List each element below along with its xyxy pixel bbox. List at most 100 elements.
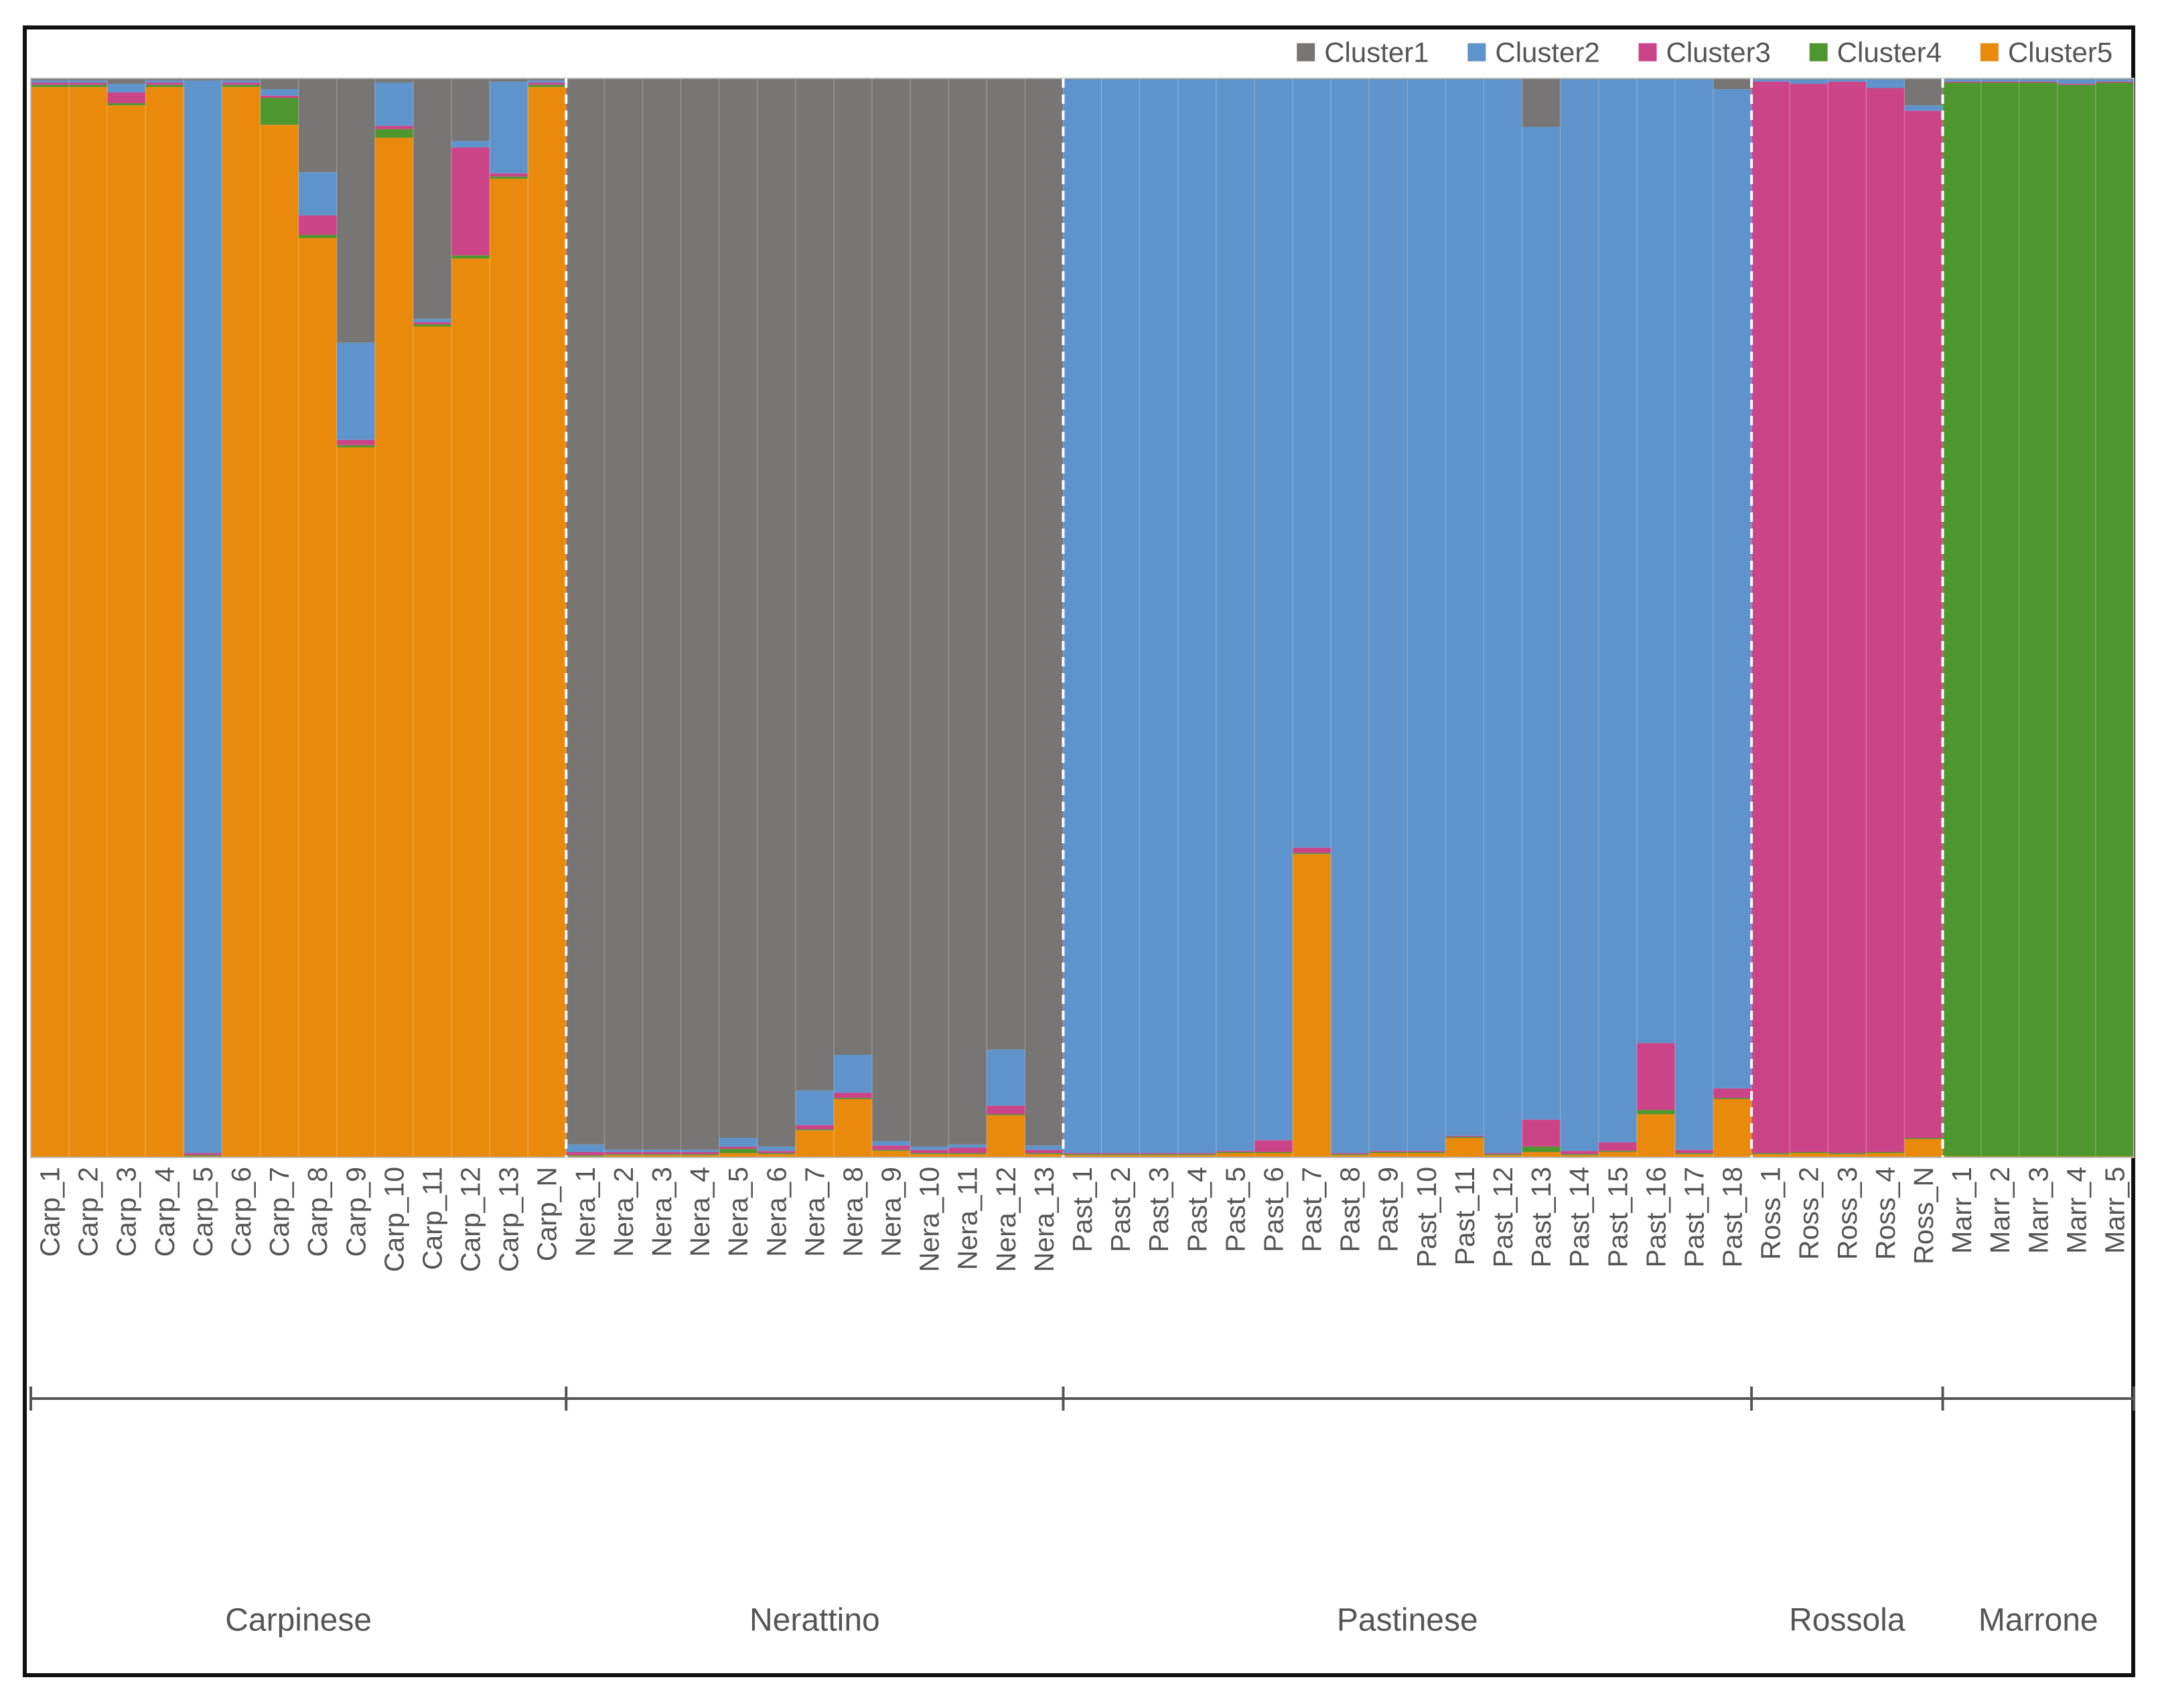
bar-past-14-cluster2 bbox=[1560, 79, 1599, 1151]
bar-carp-1-cluster5 bbox=[31, 86, 70, 1157]
sample-label-past-5: Past_5 bbox=[1220, 1167, 1250, 1253]
bar-past-12-cluster5 bbox=[1484, 1155, 1522, 1157]
sample-label-nera-13: Nera_13 bbox=[1029, 1167, 1060, 1272]
bar-carp-3-cluster1 bbox=[107, 78, 146, 84]
sample-label-marr-5: Marr_5 bbox=[2099, 1167, 2130, 1254]
bar-past-14-cluster4 bbox=[1560, 1154, 1599, 1155]
bar-nera-6-cluster5 bbox=[757, 1154, 796, 1157]
bar-carp-6-cluster4 bbox=[222, 84, 261, 87]
bar-carp-4-cluster4 bbox=[145, 84, 184, 87]
bar-ross-1-cluster4 bbox=[1751, 1153, 1790, 1155]
bar-carp-n-cluster5 bbox=[528, 86, 567, 1157]
bar-past-4-cluster3 bbox=[1177, 1153, 1217, 1155]
bar-nera-1-cluster1 bbox=[566, 78, 605, 1145]
bar-carp-9-cluster3 bbox=[336, 439, 376, 445]
bar-carp-8-cluster5 bbox=[298, 238, 338, 1158]
plot-border bbox=[30, 78, 2135, 1158]
group-label-rossola: Rossola bbox=[1789, 1603, 1905, 1638]
bar-nera-5-cluster1 bbox=[719, 78, 758, 1138]
bar-nera-11-cluster5 bbox=[948, 1154, 987, 1157]
bar-nera-6-cluster1 bbox=[757, 78, 796, 1147]
sample-label-ross-3: Ross_3 bbox=[1832, 1167, 1863, 1260]
bar-nera-2-cluster3 bbox=[604, 1151, 643, 1155]
bar-past-8-cluster3 bbox=[1331, 1153, 1370, 1155]
bar-past-18-cluster4 bbox=[1713, 1098, 1752, 1099]
bar-nera-7-cluster4 bbox=[795, 1129, 835, 1131]
sample-label-past-18: Past_18 bbox=[1717, 1167, 1748, 1267]
bar-carp-3-cluster5 bbox=[107, 105, 146, 1157]
sample-label-carp-2: Carp_2 bbox=[73, 1167, 104, 1257]
sample-label-nera-10: Nera_10 bbox=[914, 1167, 945, 1272]
bar-nera-1-cluster2 bbox=[566, 1144, 605, 1152]
bar-carp-4-cluster5 bbox=[145, 86, 184, 1157]
legend-label-cluster3: Cluster3 bbox=[1666, 37, 1771, 68]
sample-label-past-11: Past_11 bbox=[1449, 1167, 1480, 1265]
bar-ross-1-cluster2 bbox=[1751, 79, 1790, 82]
bar-marr-5-cluster4 bbox=[2095, 82, 2135, 1157]
bar-nera-4-cluster2 bbox=[680, 1149, 720, 1152]
sample-label-carp-1: Carp_1 bbox=[35, 1167, 66, 1257]
sample-label-marr-4: Marr_4 bbox=[2061, 1167, 2092, 1254]
bar-ross-4-cluster2 bbox=[1866, 79, 1905, 88]
bar-past-4-cluster4 bbox=[1177, 1154, 1217, 1155]
bar-carp-12-cluster5 bbox=[451, 259, 490, 1157]
bar-past-5-cluster5 bbox=[1216, 1153, 1255, 1157]
sample-label-carp-4: Carp_4 bbox=[149, 1167, 180, 1257]
bar-ross-n-cluster2 bbox=[1904, 105, 1943, 111]
bar-nera-5-cluster5 bbox=[719, 1153, 758, 1157]
sample-label-past-8: Past_8 bbox=[1335, 1167, 1366, 1253]
bar-nera-9-cluster5 bbox=[872, 1151, 911, 1157]
bar-carp-13-cluster2 bbox=[490, 81, 528, 173]
bar-past-12-cluster4 bbox=[1484, 1154, 1522, 1155]
bar-carp-7-cluster2 bbox=[260, 89, 299, 96]
bar-ross-4-cluster3 bbox=[1866, 88, 1905, 1152]
bar-marr-4-cluster3 bbox=[2057, 84, 2096, 85]
bar-marr-5-cluster2 bbox=[2095, 79, 2135, 82]
bar-past-1-cluster4 bbox=[1063, 1154, 1102, 1155]
bar-nera-4-cluster4 bbox=[680, 1154, 720, 1155]
sample-label-carp-6: Carp_6 bbox=[226, 1167, 257, 1257]
bar-past-6-cluster3 bbox=[1254, 1140, 1293, 1152]
bar-past-10-cluster2 bbox=[1407, 79, 1446, 1151]
bar-ross-3-cluster5 bbox=[1828, 1154, 1867, 1157]
bar-past-11-cluster4 bbox=[1445, 1137, 1484, 1138]
bar-past-2-cluster5 bbox=[1101, 1155, 1141, 1157]
bar-carp-3-cluster4 bbox=[107, 103, 146, 106]
bar-nera-3-cluster3 bbox=[642, 1151, 681, 1155]
bar-carp-8-cluster1 bbox=[298, 78, 338, 173]
bar-marr-3-cluster4 bbox=[2019, 82, 2058, 1157]
bar-area bbox=[30, 78, 2135, 1158]
bar-past-5-cluster3 bbox=[1216, 1151, 1255, 1152]
bar-nera-1-cluster3 bbox=[566, 1151, 605, 1155]
bar-carp-2-cluster2 bbox=[69, 80, 108, 83]
sample-label-past-1: Past_1 bbox=[1067, 1167, 1098, 1253]
sample-label-carp-3: Carp_3 bbox=[111, 1167, 142, 1257]
bar-past-12-cluster3 bbox=[1484, 1153, 1522, 1155]
bar-past-7-cluster3 bbox=[1293, 847, 1332, 853]
bar-nera-6-cluster3 bbox=[757, 1151, 796, 1153]
bar-carp-n-cluster2 bbox=[528, 80, 567, 83]
bar-nera-3-cluster4 bbox=[642, 1154, 681, 1155]
bar-past-15-cluster3 bbox=[1598, 1142, 1638, 1151]
bar-past-12-cluster2 bbox=[1484, 79, 1522, 1153]
sample-label-carp-12: Carp_12 bbox=[455, 1167, 486, 1272]
bar-past-18-cluster1 bbox=[1713, 78, 1752, 90]
bar-nera-9-cluster3 bbox=[872, 1145, 911, 1150]
bar-past-17-cluster4 bbox=[1674, 1153, 1714, 1155]
sample-label-nera-6: Nera_6 bbox=[761, 1167, 792, 1257]
bar-carp-11-cluster1 bbox=[413, 78, 452, 319]
bar-nera-4-cluster5 bbox=[680, 1155, 720, 1157]
sample-label-nera-9: Nera_9 bbox=[876, 1167, 907, 1257]
group-label-carpinese: Carpinese bbox=[225, 1603, 372, 1638]
group-label-marrone: Marrone bbox=[1979, 1603, 2098, 1638]
bar-ross-3-cluster4 bbox=[1828, 1153, 1867, 1155]
bar-past-1-cluster3 bbox=[1063, 1153, 1102, 1155]
bar-marr-1-cluster3 bbox=[1942, 81, 1982, 83]
bar-marr-2-cluster4 bbox=[1981, 82, 2020, 1157]
bar-nera-13-cluster2 bbox=[1025, 1145, 1064, 1150]
bar-carp-9-cluster1 bbox=[336, 78, 376, 343]
sample-label-nera-12: Nera_12 bbox=[991, 1167, 1021, 1272]
bar-nera-10-cluster1 bbox=[910, 78, 949, 1147]
bar-past-8-cluster4 bbox=[1331, 1154, 1370, 1155]
